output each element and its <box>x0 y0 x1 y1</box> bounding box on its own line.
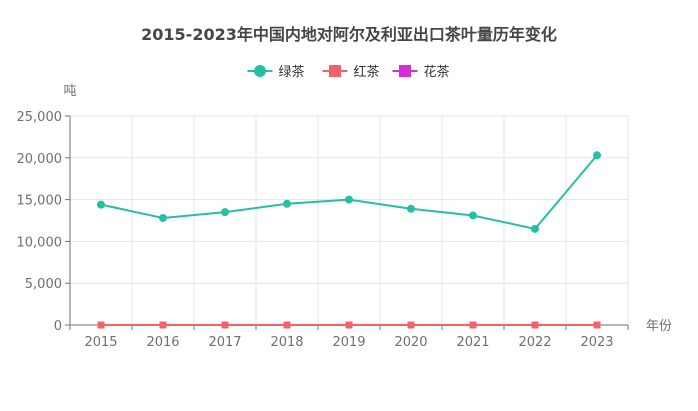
y-tick-label: 15,000 <box>17 194 63 209</box>
x-axis: 2015 2016 2017 2018 2019 2020 2021 2022 2023 <box>69 324 629 350</box>
legend-item-红茶: 红茶 <box>322 64 380 80</box>
x-tick-label: 2018 <box>270 335 303 350</box>
x-tick-label: 2016 <box>146 335 179 350</box>
data-point <box>159 321 167 329</box>
y-axis: 0 5,000 10,000 15,000 20,000 25,000 <box>17 110 71 334</box>
data-point <box>97 321 105 329</box>
x-tick-label: 2023 <box>580 335 613 350</box>
data-point <box>593 321 601 329</box>
legend-label: 红茶 <box>354 64 380 80</box>
legend-swatch-marker <box>329 65 341 77</box>
data-point <box>345 321 353 329</box>
data-point <box>407 321 415 329</box>
legend-item-花茶: 花茶 <box>392 64 450 80</box>
y-axis-label: 吨 <box>63 84 76 99</box>
data-point <box>469 211 477 220</box>
data-point <box>283 199 291 208</box>
legend-item-绿茶: 绿茶 <box>247 64 305 80</box>
series-红茶 <box>97 321 601 329</box>
legend-label: 花茶 <box>424 64 450 80</box>
y-tick-label: 10,000 <box>17 235 63 250</box>
x-axis-label: 年份 <box>646 319 672 334</box>
series-layer <box>97 151 601 329</box>
data-point <box>531 321 539 329</box>
x-tick-label: 2022 <box>518 335 551 350</box>
data-point <box>469 321 477 329</box>
grid <box>69 115 629 325</box>
data-point <box>345 195 353 204</box>
series-绿茶 <box>97 151 601 233</box>
legend-label: 绿茶 <box>279 64 305 80</box>
y-tick-label: 5,000 <box>25 277 62 292</box>
x-tick-label: 2017 <box>208 335 241 350</box>
legend-swatch-marker <box>254 65 266 77</box>
data-point <box>407 204 415 213</box>
legend: 绿茶 红茶 花茶 <box>247 64 450 80</box>
data-point <box>283 321 291 329</box>
data-point <box>593 151 601 160</box>
y-tick-label: 0 <box>54 319 62 334</box>
x-tick-label: 2020 <box>394 335 427 350</box>
data-point <box>97 200 105 209</box>
x-tick-label: 2015 <box>84 335 117 350</box>
x-tick-label: 2021 <box>456 335 489 350</box>
x-tick-label: 2019 <box>332 335 365 350</box>
y-tick-label: 20,000 <box>17 152 63 167</box>
data-point <box>159 213 167 222</box>
y-tick-label: 25,000 <box>17 110 63 125</box>
data-point <box>531 224 539 233</box>
data-point <box>221 208 229 217</box>
legend-swatch-marker <box>399 65 411 77</box>
chart-title: 2015-2023年中国内地对阿尔及利亚出口茶叶量历年变化 <box>141 25 557 44</box>
data-point <box>221 321 229 329</box>
series-line <box>100 154 598 230</box>
